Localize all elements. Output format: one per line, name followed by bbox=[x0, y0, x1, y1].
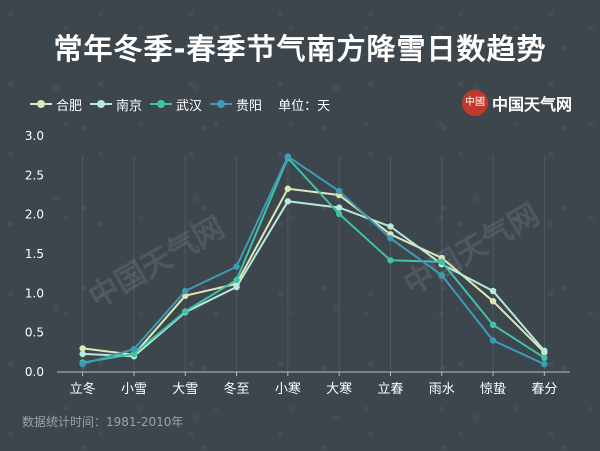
data-point-series-3 bbox=[130, 345, 138, 353]
unit-label: 单位：天 bbox=[278, 98, 331, 114]
data-point-series-3 bbox=[438, 272, 445, 279]
data-point-series-0 bbox=[284, 185, 292, 192]
legend-label: 贵阳 bbox=[236, 98, 263, 114]
x-tick-label: 大雪 bbox=[172, 382, 198, 397]
data-point-series-3 bbox=[541, 360, 548, 368]
data-point-series-3 bbox=[79, 360, 86, 368]
legend-label: 武汉 bbox=[176, 98, 203, 114]
legend-swatch bbox=[90, 98, 113, 110]
x-tick-label: 立冬 bbox=[70, 381, 96, 397]
data-point-series-1 bbox=[541, 347, 548, 354]
data-point-series-1 bbox=[284, 198, 292, 205]
series-line-0 bbox=[82, 187, 546, 356]
series-line-2 bbox=[82, 157, 545, 364]
chart-title: 常年冬季-春季节气南方降雪日数趋势 bbox=[53, 32, 547, 66]
x-tick-label: 大寒 bbox=[326, 381, 352, 397]
legend-swatch bbox=[150, 98, 173, 110]
data-point-series-3 bbox=[387, 235, 394, 242]
legend-label: 合肥 bbox=[56, 98, 83, 114]
data-point-series-3 bbox=[284, 153, 292, 160]
data-point-series-2 bbox=[438, 258, 445, 266]
y-tick-label: 0.0 bbox=[25, 365, 44, 379]
x-tick-label: 小寒 bbox=[275, 381, 301, 397]
legend-item-guiyang: 贵阳 bbox=[210, 95, 262, 114]
data-point-series-3 bbox=[335, 187, 343, 195]
legend-item-wuhan: 武汉 bbox=[150, 95, 202, 114]
data-point-series-2 bbox=[233, 276, 240, 284]
data-point-series-2 bbox=[387, 257, 394, 264]
legend-item-nanjing: 南京 bbox=[90, 95, 142, 114]
legend-label: 南京 bbox=[116, 98, 143, 114]
x-tick-label: 雨水 bbox=[429, 382, 455, 397]
x-tick-label: 立春 bbox=[377, 382, 403, 397]
data-point-series-3 bbox=[489, 337, 497, 344]
data-point-series-0 bbox=[79, 345, 86, 352]
data-point-series-1 bbox=[79, 350, 86, 358]
y-tick-label: 2.5 bbox=[25, 168, 44, 182]
legend-swatch bbox=[30, 98, 52, 110]
data-point-series-2 bbox=[541, 354, 548, 362]
data-point-series-1 bbox=[233, 283, 240, 291]
brand-name: 中国天气网 bbox=[491, 95, 572, 114]
data-point-series-3 bbox=[182, 287, 189, 295]
y-tick-label: 2.0 bbox=[25, 208, 44, 222]
x-tick-label: 小雪 bbox=[121, 382, 147, 397]
brand-logo: 中國 中国天气网 bbox=[461, 90, 572, 116]
data-point-series-1 bbox=[489, 287, 497, 295]
y-tick-label: 0.5 bbox=[25, 326, 44, 340]
x-tick-label: 冬至 bbox=[224, 381, 250, 397]
y-tick-label: 3.0 bbox=[25, 129, 44, 143]
data-point-series-3 bbox=[233, 263, 240, 270]
data-period-note: 数据统计时间：1981-2010年 bbox=[22, 415, 184, 429]
x-tick-label: 惊蛰 bbox=[480, 382, 506, 397]
data-point-series-2 bbox=[182, 308, 189, 315]
data-point-series-2 bbox=[335, 210, 343, 218]
seal-icon: 中國 bbox=[461, 90, 488, 116]
x-tick-label: 春分 bbox=[531, 382, 557, 397]
series-line-3 bbox=[82, 155, 545, 366]
legend: 合肥 南京 武汉 贵阳 单位：天 bbox=[30, 94, 330, 114]
series-line-1 bbox=[82, 200, 546, 358]
y-tick-label: 1.5 bbox=[25, 247, 44, 261]
legend-item-hefei: 合肥 bbox=[30, 95, 82, 114]
y-tick-label: 1.0 bbox=[25, 286, 44, 300]
data-point-series-2 bbox=[130, 350, 138, 358]
data-point-series-1 bbox=[387, 223, 394, 230]
legend-swatch bbox=[210, 98, 233, 110]
data-point-series-0 bbox=[489, 298, 497, 305]
data-point-series-1 bbox=[335, 204, 343, 211]
data-point-series-2 bbox=[489, 321, 497, 328]
